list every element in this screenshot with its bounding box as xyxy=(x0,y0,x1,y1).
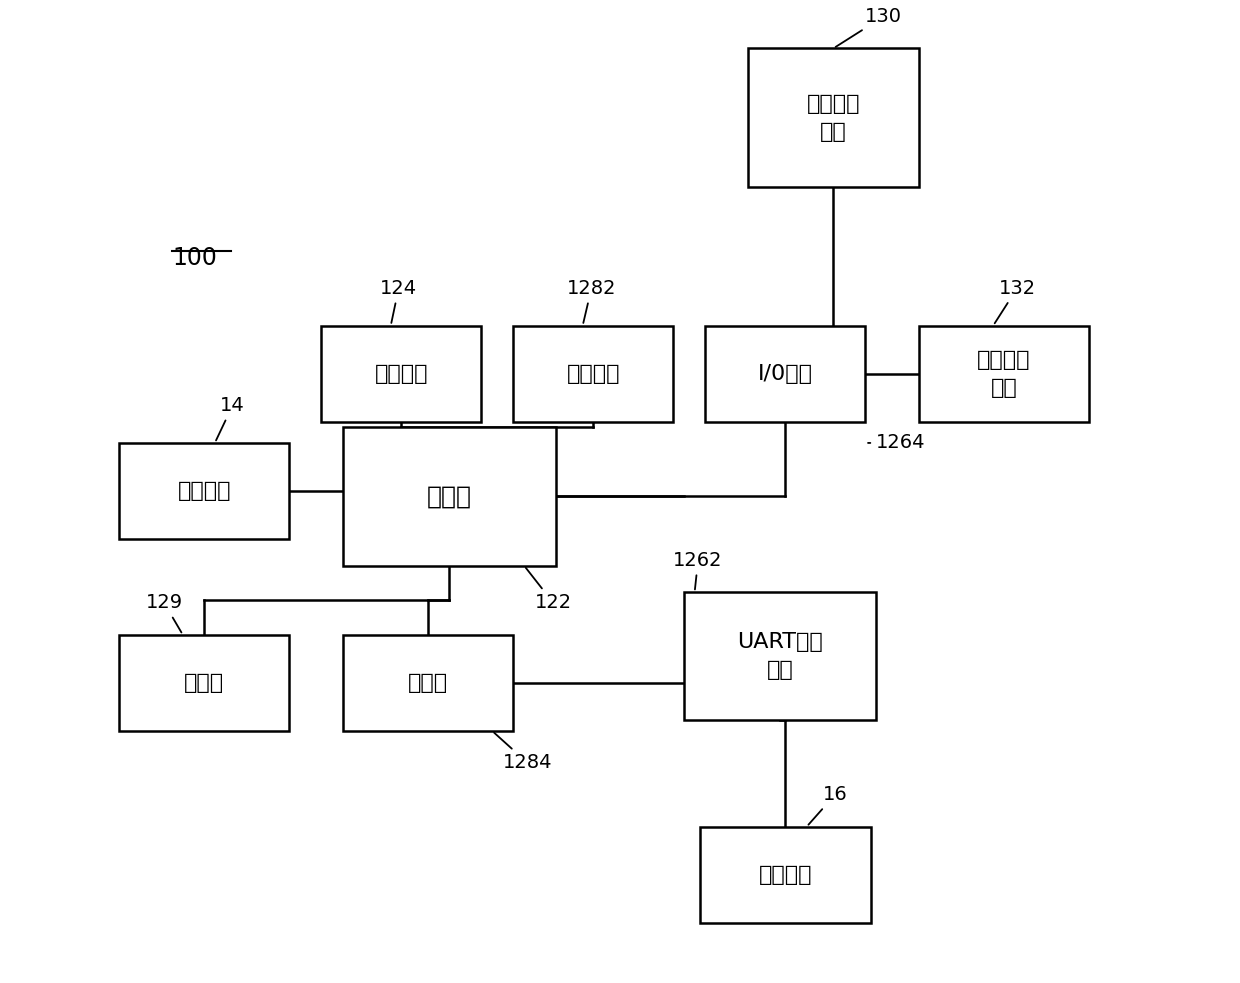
Text: 129: 129 xyxy=(145,594,182,632)
Text: UART通信
接口: UART通信 接口 xyxy=(737,632,823,680)
Text: 1284: 1284 xyxy=(494,732,552,773)
Text: 继电器: 继电器 xyxy=(184,672,224,693)
Bar xyxy=(342,635,513,730)
Bar xyxy=(706,325,866,422)
Text: 存储单元: 存储单元 xyxy=(374,364,428,383)
Text: 130: 130 xyxy=(836,7,903,47)
Text: 122: 122 xyxy=(526,568,572,612)
Text: 16: 16 xyxy=(808,785,847,825)
Text: 看门狗: 看门狗 xyxy=(408,672,448,693)
Bar xyxy=(342,427,556,565)
Text: 信号指示
单元: 信号指示 单元 xyxy=(806,93,861,142)
Text: 132: 132 xyxy=(994,279,1035,323)
Text: 1264: 1264 xyxy=(868,434,925,452)
Text: I/0接口: I/0接口 xyxy=(758,364,812,383)
Bar xyxy=(748,48,919,187)
Text: 操作按键
单元: 操作按键 单元 xyxy=(977,350,1030,398)
Text: 计量模组: 计量模组 xyxy=(177,481,231,501)
Bar xyxy=(513,325,673,422)
Text: 1262: 1262 xyxy=(673,550,723,590)
Text: 实时时钟: 实时时钟 xyxy=(567,364,620,383)
Text: 通信模组: 通信模组 xyxy=(759,865,812,885)
Bar xyxy=(119,635,289,730)
Text: 1282: 1282 xyxy=(567,279,616,323)
Bar xyxy=(684,592,875,721)
Bar xyxy=(119,443,289,539)
Bar xyxy=(699,827,870,923)
Text: 14: 14 xyxy=(216,396,246,440)
Text: 124: 124 xyxy=(381,279,417,323)
Bar xyxy=(919,325,1089,422)
Text: 处理器: 处理器 xyxy=(427,485,472,508)
Bar xyxy=(321,325,481,422)
Text: 100: 100 xyxy=(172,246,217,269)
